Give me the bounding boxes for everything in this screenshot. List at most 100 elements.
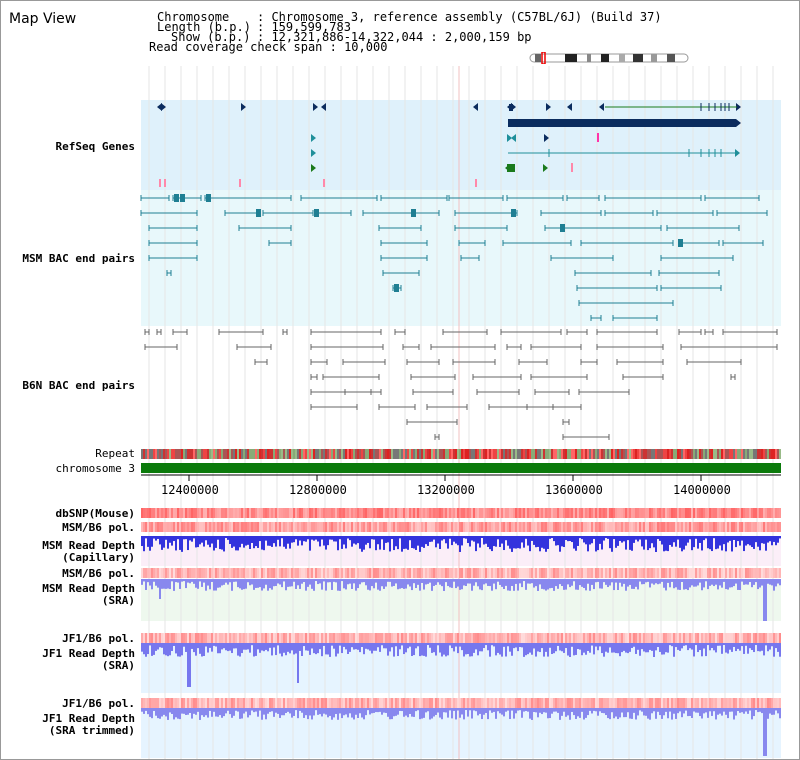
msm-depth-sra-bar [309, 579, 311, 585]
msm-depth-sra-bar [623, 579, 625, 584]
jf1-depth-trim-bar [339, 708, 341, 714]
jf1-b6-pol-cell [157, 633, 159, 643]
repeat-segment [431, 449, 433, 459]
repeat-segment [239, 449, 241, 459]
track-label-repeat[interactable]: Repeat [95, 447, 135, 460]
jf1-depth-sra-bar [721, 643, 723, 654]
track-label-jf1-b6-pol[interactable]: JF1/B6 pol. [62, 632, 135, 645]
jf1-depth-trim-bar [697, 708, 699, 713]
msm-b6-pol-cell [749, 522, 751, 532]
msm-b6-pol-cell [189, 522, 191, 532]
jf1-depth-sra-bar [641, 643, 643, 650]
track-label-chromosome[interactable]: chromosome 3 [55, 462, 135, 475]
msm-depth-sra-bar [547, 579, 549, 590]
msm-depth-cap-bar [667, 536, 669, 552]
repeat-segment [197, 449, 199, 459]
track-label-msm-bac[interactable]: MSM BAC end pairs [22, 252, 135, 265]
msm-depth-sra-bar [357, 579, 359, 589]
msm-b6-pol-cell [359, 522, 361, 532]
dbsnp-cell [239, 508, 241, 518]
repeat-segment [355, 449, 357, 459]
repeat-segment [681, 449, 683, 459]
msm-b6-pol-cell [185, 522, 187, 532]
chromosome-key: Chromosome [157, 10, 230, 24]
msm-depth-cap-bar [387, 536, 389, 543]
jf1-depth-trim-bar [703, 708, 705, 714]
msm-b6-pol-2-cell [237, 568, 239, 578]
jf1-depth-sra-bar [581, 643, 583, 656]
msm-b6-pol-cell [369, 522, 371, 532]
dbsnp-cell [319, 508, 321, 518]
msm-b6-pol-cell [711, 522, 713, 532]
bac-dense-marker [174, 194, 179, 202]
repeat-segment [521, 449, 523, 459]
jf1-depth-trim-bar [163, 708, 165, 715]
jf1-b6-pol-2-cell [207, 698, 209, 708]
msm-depth-sra-bar [371, 579, 373, 587]
repeat-segment [737, 449, 739, 459]
jf1-depth-sra-bar [179, 643, 181, 657]
jf1-b6-pol-cell [343, 633, 345, 643]
jf1-b6-pol-2-cell [287, 698, 289, 708]
jf1-depth-trim-bar [749, 708, 751, 711]
msm-b6-pol-cell [671, 522, 673, 532]
track-label-b6n-bac[interactable]: B6N BAC end pairs [22, 379, 135, 392]
msm-b6-pol-2-cell [167, 568, 169, 578]
dbsnp-cell [303, 508, 305, 518]
chromosome-ideogram[interactable] [529, 52, 691, 64]
length-value: : 159,599,783 [257, 20, 351, 34]
msm-depth-sra-bar [249, 579, 251, 586]
track-label-refseq[interactable]: RefSeq Genes [55, 140, 135, 153]
track-label-msm-b6-pol-2[interactable]: MSM/B6 pol. [62, 567, 135, 580]
jf1-b6-pol-2-cell [597, 698, 599, 708]
msm-b6-pol-2-cell [525, 568, 527, 578]
msm-depth-sra-bar [367, 579, 369, 590]
track-label-jf1-b6-pol-2[interactable]: JF1/B6 pol. [62, 697, 135, 710]
jf1-b6-pol-2-cell [155, 698, 157, 708]
track-label-jf1-depth-sra[interactable]: JF1 Read Depth [42, 647, 135, 660]
dbsnp-cell [275, 508, 277, 518]
track-label-jf1-depth-trim[interactable]: JF1 Read Depth [42, 712, 135, 725]
jf1-b6-pol-cell [739, 633, 741, 643]
repeat-segment [587, 449, 589, 459]
jf1-b6-pol-2-cell [477, 698, 479, 708]
jf1-depth-sra-bar [759, 643, 761, 652]
jf1-depth-sra-bar [213, 643, 215, 646]
msm-b6-pol-cell [577, 522, 579, 532]
jf1-b6-pol-cell [253, 633, 255, 643]
jf1-b6-pol-2-cell [657, 698, 659, 708]
jf1-depth-trim-bar [507, 708, 509, 711]
msm-b6-pol-2-cell [569, 568, 571, 578]
jf1-b6-pol-2-cell [263, 698, 265, 708]
jf1-b6-pol-cell [759, 633, 761, 643]
msm-b6-pol-2-cell [657, 568, 659, 578]
msm-b6-pol-cell [521, 522, 523, 532]
msm-b6-pol-cell [435, 522, 437, 532]
dbsnp-cell [467, 508, 469, 518]
track-label-dbsnp[interactable]: dbSNP(Mouse) [55, 507, 135, 520]
msm-b6-pol-2-cell [541, 568, 543, 578]
jf1-depth-sra-bar [485, 643, 487, 646]
jf1-depth-trim-bar [271, 708, 273, 712]
track-label-msm-b6-pol[interactable]: MSM/B6 pol. [62, 521, 135, 534]
jf1-depth-sra-bar [373, 643, 375, 651]
track-label-msm-depth-sra[interactable]: MSM Read Depth [42, 582, 135, 595]
jf1-b6-pol-cell [185, 633, 187, 643]
msm-depth-sra-bar [643, 579, 645, 585]
msm-depth-sra-bar [691, 579, 693, 586]
jf1-depth-sra-bar [309, 643, 311, 655]
track-label-msm-depth-cap[interactable]: MSM Read Depth [42, 539, 135, 552]
msm-b6-pol-cell [355, 522, 357, 532]
gene-marker [473, 103, 478, 111]
msm-depth-cap-bar [527, 536, 529, 546]
msm-b6-pol-2-cell [497, 568, 499, 578]
msm-depth-cap-bar [581, 536, 583, 540]
jf1-depth-trim-bar [323, 708, 325, 714]
msm-depth-sra-bar [315, 579, 317, 582]
msm-b6-pol-2-cell [505, 568, 507, 578]
jf1-depth-trim-bar [715, 708, 717, 720]
jf1-b6-pol-cell [455, 633, 457, 643]
repeat-segment [471, 449, 473, 459]
msm-b6-pol-cell [611, 522, 613, 532]
